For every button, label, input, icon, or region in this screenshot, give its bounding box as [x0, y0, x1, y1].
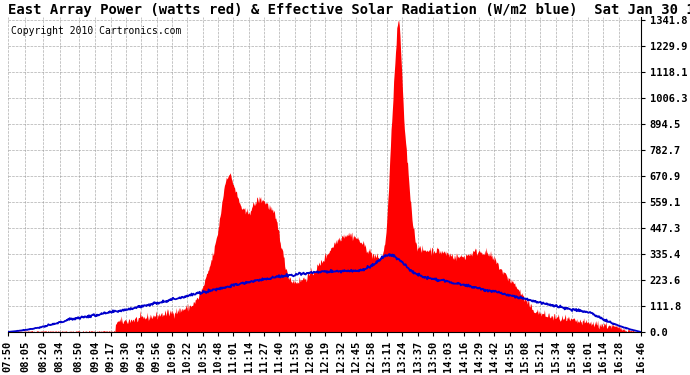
Text: Copyright 2010 Cartronics.com: Copyright 2010 Cartronics.com: [11, 26, 181, 36]
Text: East Array Power (watts red) & Effective Solar Radiation (W/m2 blue)  Sat Jan 30: East Array Power (watts red) & Effective…: [8, 3, 690, 17]
